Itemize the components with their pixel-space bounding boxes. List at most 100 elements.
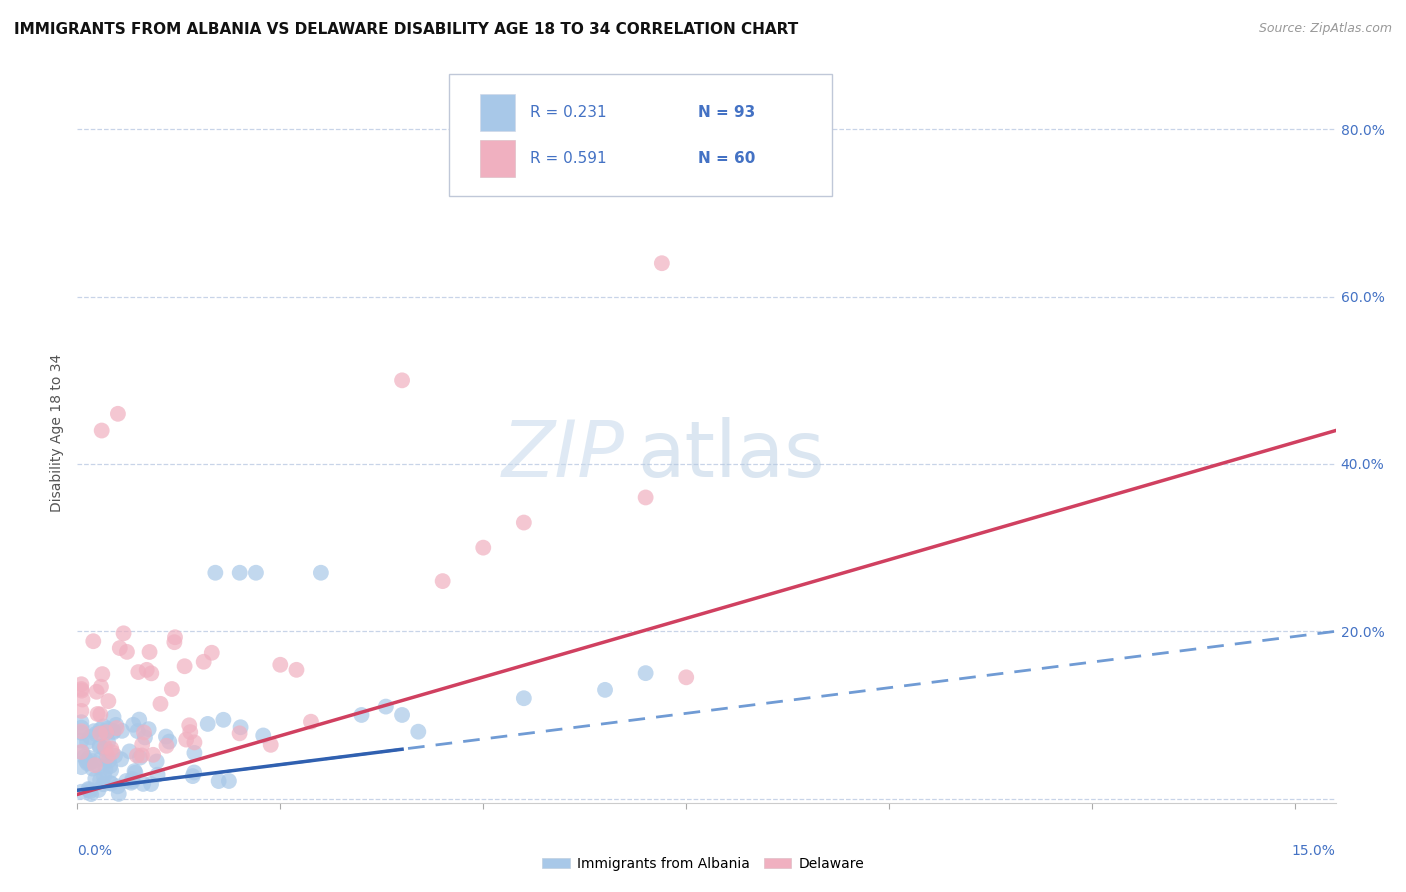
Bar (479, 140, 515, 178)
Point (131, 738, 153, 752)
Bar (479, 94, 515, 130)
Point (83, 724, 105, 739)
Point (70, 721, 93, 735)
Point (675, 670, 697, 684)
Text: IMMIGRANTS FROM ALBANIA VS DELAWARE DISABILITY AGE 18 TO 34 CORRELATION CHART: IMMIGRANTS FROM ALBANIA VS DELAWARE DISA… (14, 22, 799, 37)
Text: ZIP: ZIP (502, 417, 624, 493)
Point (115, 774, 138, 789)
Point (70, 745, 93, 759)
Legend: Immigrants from Albania, Delaware: Immigrants from Albania, Delaware (537, 851, 869, 876)
Point (91, 777, 114, 791)
Text: N = 93: N = 93 (697, 104, 755, 120)
Text: Source: ZipAtlas.com: Source: ZipAtlas.com (1258, 22, 1392, 36)
Point (160, 681, 183, 696)
Point (228, 726, 250, 740)
Point (82, 634, 104, 648)
Point (299, 714, 322, 729)
Point (269, 657, 291, 672)
Point (146, 767, 169, 781)
Point (82, 762, 104, 776)
Point (127, 724, 149, 739)
Point (77, 781, 100, 796)
Point (70, 704, 93, 718)
Point (87, 759, 110, 773)
Point (89, 707, 111, 722)
Point (155, 739, 177, 753)
Point (86, 685, 108, 699)
Point (93, 719, 115, 733)
Point (252, 729, 274, 743)
Point (77, 783, 100, 797)
Point (80, 787, 103, 801)
Point (183, 735, 205, 749)
Point (90, 424, 112, 438)
Point (131, 748, 153, 763)
Text: N = 60: N = 60 (697, 151, 755, 166)
Point (105, 718, 128, 732)
Point (149, 697, 172, 711)
Point (70, 785, 93, 799)
Point (309, 566, 332, 580)
Point (89, 739, 111, 754)
Point (110, 752, 132, 766)
Point (70, 733, 93, 747)
Point (138, 645, 160, 659)
Point (112, 626, 135, 640)
Point (100, 776, 122, 790)
Point (115, 645, 138, 659)
Point (374, 699, 396, 714)
Point (100, 764, 122, 778)
Point (135, 663, 157, 677)
Point (229, 720, 252, 734)
Point (93, 770, 115, 784)
Point (350, 708, 373, 723)
Point (72, 692, 94, 706)
Point (513, 691, 536, 706)
Point (157, 734, 180, 748)
Point (174, 732, 197, 747)
Point (179, 725, 201, 739)
Point (103, 725, 125, 739)
Point (103, 724, 125, 739)
Point (87, 783, 110, 797)
Point (432, 574, 454, 588)
Point (97, 749, 120, 764)
Point (70, 745, 93, 759)
Point (141, 666, 163, 681)
Point (634, 491, 657, 505)
FancyBboxPatch shape (449, 73, 832, 195)
Point (97, 735, 120, 749)
Point (70, 715, 93, 730)
Point (142, 747, 165, 762)
Point (97, 723, 120, 738)
Point (100, 776, 122, 790)
Point (94, 725, 117, 739)
Point (181, 769, 204, 783)
Point (96, 722, 118, 736)
Point (70, 681, 93, 696)
Point (90, 752, 112, 766)
Point (132, 725, 155, 739)
Point (127, 665, 149, 679)
Point (93, 741, 115, 756)
Point (103, 710, 125, 724)
Point (89, 773, 111, 788)
Point (84, 727, 107, 741)
Point (183, 765, 205, 780)
Point (513, 516, 536, 530)
Point (125, 748, 148, 763)
Point (101, 745, 124, 759)
Point (70, 726, 93, 740)
Point (218, 774, 240, 789)
Point (73, 749, 96, 764)
Point (96, 725, 118, 739)
Point (79, 756, 101, 770)
Point (651, 256, 673, 270)
Point (155, 730, 177, 744)
Point (183, 746, 205, 760)
Point (179, 718, 201, 732)
Point (124, 765, 146, 780)
Point (193, 655, 215, 669)
Text: R = 0.231: R = 0.231 (530, 104, 607, 120)
Point (391, 708, 413, 723)
